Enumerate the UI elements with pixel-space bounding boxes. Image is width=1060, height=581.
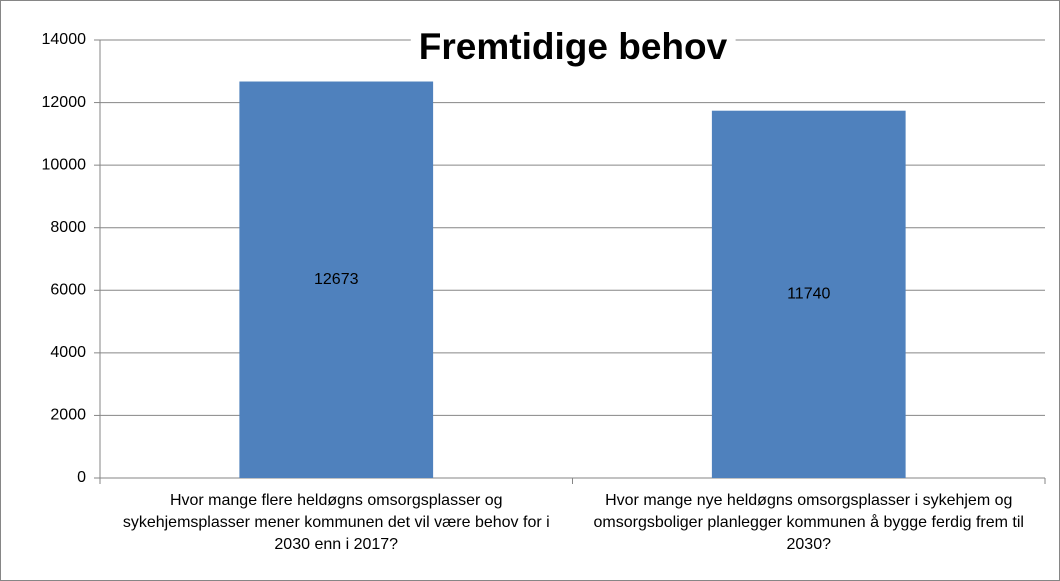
data-label: 11740 — [787, 286, 830, 303]
y-tick-label: 4000 — [50, 344, 86, 361]
title-background — [410, 25, 736, 67]
y-tick-label: 6000 — [50, 282, 86, 299]
y-tick-label: 2000 — [50, 407, 86, 424]
y-tick-label: 0 — [77, 469, 86, 486]
chart-title: Fremtidige behov — [419, 26, 728, 67]
bar — [711, 110, 906, 478]
y-tick-label: 14000 — [42, 31, 87, 48]
y-tick-label: 8000 — [50, 219, 86, 236]
y-tick-label: 12000 — [42, 94, 87, 111]
y-tick-label: 10000 — [42, 156, 87, 173]
bar — [239, 81, 434, 478]
data-label: 12673 — [314, 271, 359, 288]
x-tick-label: Hvor mange flere heldøgns omsorgsplasser… — [122, 492, 550, 553]
x-tick-label: Hvor mange nye heldøgns omsorgsplasser i… — [593, 492, 1024, 553]
